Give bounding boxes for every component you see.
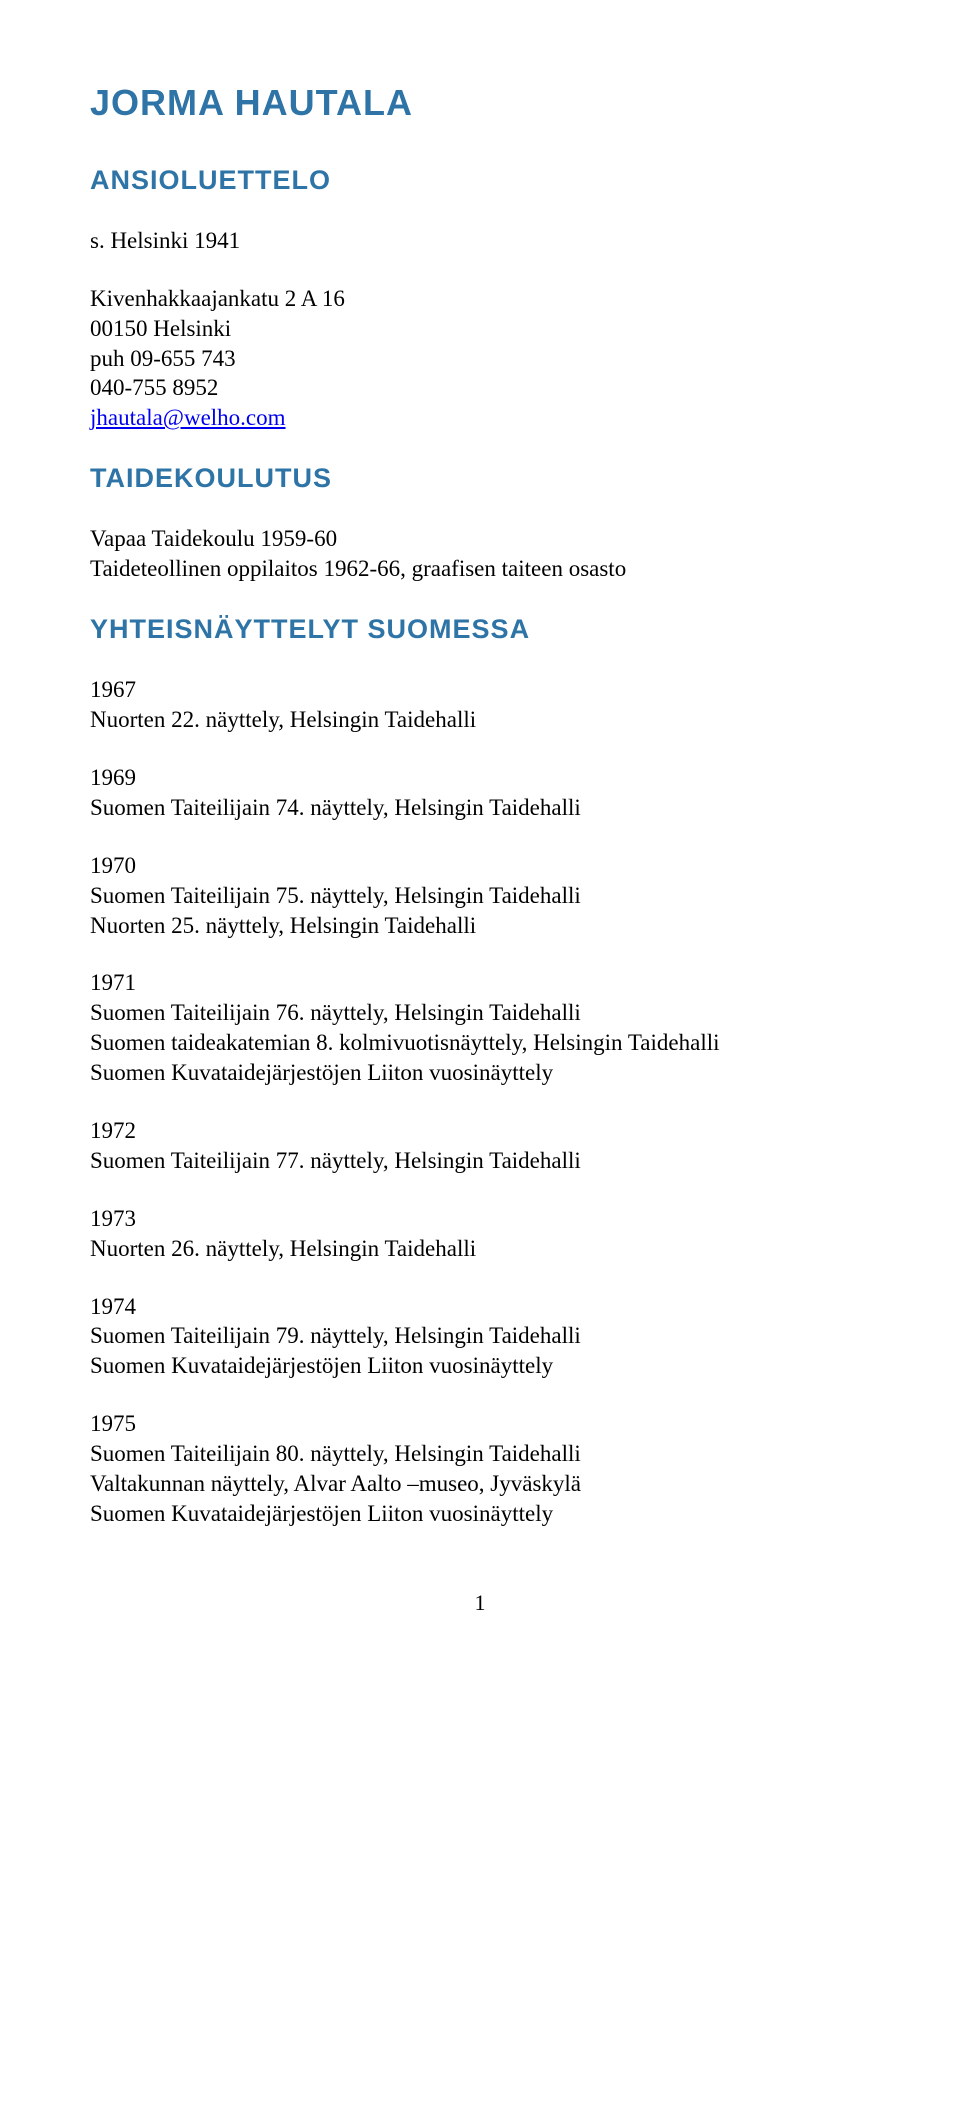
exhibition-line: Valtakunnan näyttely, Alvar Aalto –museo… bbox=[90, 1469, 870, 1499]
exhibition-line: Suomen Taiteilijain 76. näyttely, Helsin… bbox=[90, 998, 870, 1028]
education-line-2: Taideteollinen oppilaitos 1962-66, graaf… bbox=[90, 556, 626, 581]
exhibition-line: Suomen Taiteilijain 74. näyttely, Helsin… bbox=[90, 793, 870, 823]
exhibition-year: 1970 bbox=[90, 851, 870, 881]
exhibition-year-block: 1974Suomen Taiteilijain 79. näyttely, He… bbox=[90, 1292, 870, 1382]
exhibition-line: Nuorten 25. näyttely, Helsingin Taidehal… bbox=[90, 911, 870, 941]
phone-2: 040-755 8952 bbox=[90, 375, 218, 400]
exhibition-year-block: 1967Nuorten 22. näyttely, Helsingin Taid… bbox=[90, 675, 870, 735]
exhibition-year: 1975 bbox=[90, 1409, 870, 1439]
exhibition-entries: 1967Nuorten 22. näyttely, Helsingin Taid… bbox=[90, 675, 870, 1529]
document-title: JORMA HAUTALA bbox=[90, 80, 870, 127]
education-block: Vapaa Taidekoulu 1959-60 Taideteollinen … bbox=[90, 524, 870, 584]
address-line-1: Kivenhakkaajankatu 2 A 16 bbox=[90, 286, 345, 311]
exhibition-year: 1974 bbox=[90, 1292, 870, 1322]
exhibition-line: Suomen Taiteilijain 80. näyttely, Helsin… bbox=[90, 1439, 870, 1469]
page-number: 1 bbox=[90, 1589, 870, 1618]
exhibition-line: Suomen Taiteilijain 75. näyttely, Helsin… bbox=[90, 881, 870, 911]
exhibition-year: 1972 bbox=[90, 1116, 870, 1146]
exhibition-year: 1971 bbox=[90, 968, 870, 998]
exhibition-line: Suomen Taiteilijain 77. näyttely, Helsin… bbox=[90, 1146, 870, 1176]
exhibition-line: Suomen Taiteilijain 79. näyttely, Helsin… bbox=[90, 1321, 870, 1351]
phone-1: puh 09-655 743 bbox=[90, 346, 236, 371]
exhibition-line: Suomen Kuvataidejärjestöjen Liiton vuosi… bbox=[90, 1058, 870, 1088]
exhibition-year-block: 1975Suomen Taiteilijain 80. näyttely, He… bbox=[90, 1409, 870, 1529]
education-line-1: Vapaa Taidekoulu 1959-60 bbox=[90, 526, 337, 551]
exhibition-line: Suomen taideakatemian 8. kolmivuotisnäyt… bbox=[90, 1028, 870, 1058]
exhibition-line: Suomen Kuvataidejärjestöjen Liiton vuosi… bbox=[90, 1499, 870, 1529]
exhibition-line: Nuorten 26. näyttely, Helsingin Taidehal… bbox=[90, 1234, 870, 1264]
born-line: s. Helsinki 1941 bbox=[90, 226, 870, 256]
exhibition-year-block: 1970Suomen Taiteilijain 75. näyttely, He… bbox=[90, 851, 870, 941]
exhibition-year: 1973 bbox=[90, 1204, 870, 1234]
email-link[interactable]: jhautala@welho.com bbox=[90, 405, 286, 430]
education-heading: TAIDEKOULUTUS bbox=[90, 461, 870, 496]
exhibition-year: 1967 bbox=[90, 675, 870, 705]
address-line-2: 00150 Helsinki bbox=[90, 316, 231, 341]
group-exhibitions-heading: YHTEISNÄYTTELYT SUOMESSA bbox=[90, 612, 870, 647]
contact-block: Kivenhakkaajankatu 2 A 16 00150 Helsinki… bbox=[90, 284, 870, 433]
exhibition-line: Suomen Kuvataidejärjestöjen Liiton vuosi… bbox=[90, 1351, 870, 1381]
exhibition-year-block: 1972Suomen Taiteilijain 77. näyttely, He… bbox=[90, 1116, 870, 1176]
exhibition-year-block: 1969Suomen Taiteilijain 74. näyttely, He… bbox=[90, 763, 870, 823]
exhibition-year-block: 1973Nuorten 26. näyttely, Helsingin Taid… bbox=[90, 1204, 870, 1264]
exhibition-year-block: 1971Suomen Taiteilijain 76. näyttely, He… bbox=[90, 968, 870, 1088]
exhibition-line: Nuorten 22. näyttely, Helsingin Taidehal… bbox=[90, 705, 870, 735]
exhibition-year: 1969 bbox=[90, 763, 870, 793]
cv-heading: ANSIOLUETTELO bbox=[90, 163, 870, 198]
